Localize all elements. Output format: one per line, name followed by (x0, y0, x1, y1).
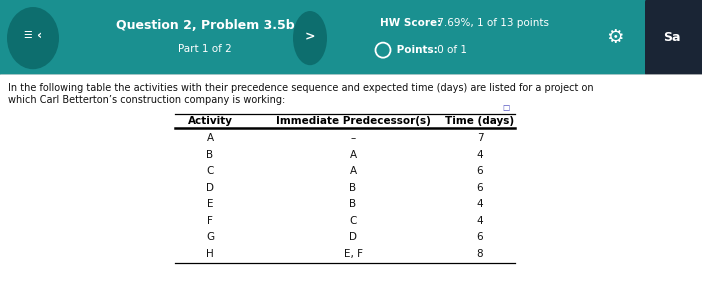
Text: H: H (206, 249, 214, 259)
Text: which Carl Betterton’s construction company is working:: which Carl Betterton’s construction comp… (8, 95, 285, 105)
Ellipse shape (293, 11, 327, 65)
Text: F: F (207, 216, 213, 226)
Text: B: B (206, 150, 213, 160)
Text: 6: 6 (477, 183, 483, 193)
Text: A: A (206, 133, 213, 143)
Text: Sa: Sa (663, 31, 681, 44)
Text: HW Score:: HW Score: (380, 18, 442, 28)
Text: >: > (305, 31, 315, 44)
Text: Activity: Activity (187, 116, 232, 126)
Text: Immediate Predecessor(s): Immediate Predecessor(s) (276, 116, 430, 126)
Ellipse shape (7, 7, 59, 69)
Text: 4: 4 (477, 150, 483, 160)
Text: B: B (350, 199, 357, 209)
Text: 7: 7 (477, 133, 483, 143)
Text: ⚙: ⚙ (607, 28, 624, 47)
Text: Time (days): Time (days) (446, 116, 515, 126)
Text: –: – (350, 133, 356, 143)
Text: A: A (350, 166, 357, 176)
Text: ☰: ☰ (24, 30, 32, 40)
Text: 6: 6 (477, 166, 483, 176)
Text: 4: 4 (477, 216, 483, 226)
Text: In the following table the activities with their precedence sequence and expecte: In the following table the activities wi… (8, 83, 594, 93)
FancyBboxPatch shape (645, 0, 702, 76)
Text: C: C (206, 166, 213, 176)
Text: Part 1 of 2: Part 1 of 2 (178, 44, 232, 54)
Text: 4: 4 (477, 199, 483, 209)
FancyBboxPatch shape (0, 0, 702, 75)
Text: D: D (349, 232, 357, 242)
Text: 7.69%, 1 of 13 points: 7.69%, 1 of 13 points (434, 18, 549, 28)
Text: E: E (207, 199, 213, 209)
Text: □: □ (503, 103, 510, 112)
Text: A: A (350, 150, 357, 160)
Text: B: B (350, 183, 357, 193)
Text: Question 2, Problem 3.5b: Question 2, Problem 3.5b (116, 19, 294, 32)
Text: D: D (206, 183, 214, 193)
Text: E, F: E, F (343, 249, 362, 259)
Text: 8: 8 (477, 249, 483, 259)
Text: 6: 6 (477, 232, 483, 242)
Text: Points:: Points: (393, 45, 438, 55)
Text: 0 of 1: 0 of 1 (434, 45, 467, 55)
Text: ‹: ‹ (37, 29, 43, 42)
Text: C: C (350, 216, 357, 226)
Text: G: G (206, 232, 214, 242)
